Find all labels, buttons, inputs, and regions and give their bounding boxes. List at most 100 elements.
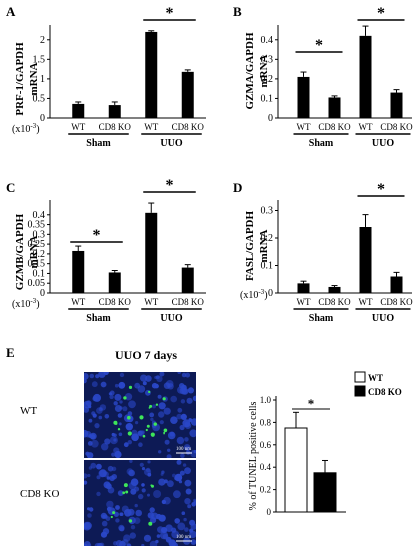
micrograph-title: UUO 7 days <box>115 348 177 362</box>
nucleus <box>171 530 180 539</box>
group-label: UUO <box>372 313 394 324</box>
category-label: WT <box>359 297 373 307</box>
category-label: WT <box>144 297 158 307</box>
nucleus <box>173 490 181 499</box>
significance-star: * <box>377 181 385 198</box>
nucleus <box>100 381 107 388</box>
nucleus <box>118 422 122 426</box>
nucleus <box>121 505 129 513</box>
nucleus <box>180 413 187 420</box>
nucleus <box>135 421 139 425</box>
group-label: Sham <box>309 138 334 149</box>
nucleus <box>127 508 135 516</box>
tunel-positive-cell <box>123 483 128 488</box>
nucleus <box>84 480 88 485</box>
nucleus <box>106 476 111 480</box>
bar <box>313 472 337 513</box>
y-tick-label: 0.4 <box>260 462 272 472</box>
tunel-positive-cell <box>155 403 159 406</box>
nucleus <box>128 400 136 409</box>
nucleus <box>156 534 161 538</box>
nucleus <box>193 450 196 454</box>
nucleus <box>157 526 164 533</box>
category-label: CD8 KO <box>318 297 351 307</box>
nucleus <box>184 437 189 442</box>
panel-a: A PRF-1/GAPDH mRNA 0 0.5 1 1.5 2 WT CD8 KO WT CD… <box>6 4 206 149</box>
category-label: CD8 KO <box>99 122 132 132</box>
nucleus <box>149 540 158 546</box>
significance-star: * <box>377 5 385 22</box>
nucleus <box>170 395 177 403</box>
nucleus <box>134 503 138 508</box>
nucleus <box>147 493 150 497</box>
y-tick-label: 2 <box>40 35 45 46</box>
nucleus <box>141 543 145 546</box>
nucleus <box>134 382 141 389</box>
nucleus <box>180 399 186 404</box>
nucleus <box>113 438 117 442</box>
nucleus <box>170 416 178 424</box>
panel-a-ylabel: PRF-1/GAPDH <box>14 42 26 116</box>
nucleus <box>119 512 124 516</box>
nucleus <box>176 436 185 445</box>
micrograph-wt: 100 nm <box>84 372 196 458</box>
tunel-positive-cell <box>142 434 146 438</box>
nucleus <box>167 383 174 390</box>
y-tick-label: 0.3 <box>261 206 274 217</box>
significance-star: * <box>166 5 174 22</box>
nucleus <box>154 383 159 389</box>
category-label: CD8 KO <box>172 122 205 132</box>
nucleus <box>126 468 134 475</box>
panel-b-letter: B <box>233 4 242 19</box>
nucleus <box>88 434 93 438</box>
nucleus <box>183 444 191 451</box>
micrograph-cd8ko-cells <box>84 460 196 546</box>
panel-d-plot: 0 0.1 0.2 0.3 WT CD8 KO WT CD8 KO Sham UUO * <box>261 181 414 324</box>
nucleus <box>105 483 112 490</box>
nucleus <box>96 475 101 480</box>
panel-c: C GZMB/GAPDH mRNA 00.050.10.150.20.250.3… <box>6 177 206 324</box>
nucleus <box>107 465 114 472</box>
nucleus <box>153 490 162 498</box>
category-label: WT <box>359 122 373 132</box>
nucleus <box>104 414 110 419</box>
nucleus <box>104 438 111 445</box>
nucleus <box>172 473 176 478</box>
nucleus <box>147 460 151 464</box>
tunel-positive-cell <box>163 428 168 433</box>
nucleus <box>90 439 99 448</box>
panel-b: B GZMA/GAPDH mRNA 0 0.1 0.2 0.3 0.4 WT CD8 KO W… <box>233 4 413 149</box>
tunel-positive-cell <box>114 422 118 425</box>
nucleus <box>119 400 123 404</box>
category-label: CD8 KO <box>380 297 413 307</box>
nucleus <box>185 488 192 495</box>
group-label: UUO <box>372 138 394 149</box>
nucleus <box>187 387 194 394</box>
nucleus <box>101 443 109 451</box>
tunel-positive-cell <box>151 484 154 488</box>
tunel-positive-cell <box>162 397 166 401</box>
panel-b-plot: 0 0.1 0.2 0.3 0.4 WT CD8 KO WT CD8 KO Sham UUO * * <box>261 5 414 149</box>
nucleus <box>96 463 102 470</box>
bar <box>359 35 372 118</box>
bar <box>390 92 403 118</box>
nucleus <box>98 372 106 378</box>
nucleus <box>169 431 175 437</box>
y-tick-label: 0.1 <box>33 268 46 279</box>
nucleus <box>84 541 91 546</box>
nucleus <box>106 500 114 509</box>
nucleus <box>85 451 90 456</box>
tunel-positive-cell <box>117 428 121 431</box>
bar <box>72 103 85 118</box>
nucleus <box>88 418 93 423</box>
panel-c-letter: C <box>6 180 15 195</box>
nucleus <box>158 450 162 454</box>
nucleus <box>157 394 162 399</box>
nucleus <box>163 496 171 505</box>
panel-e: E UUO 7 days WT CD8 KO % of TUNEL positi… <box>6 345 402 517</box>
nucleus <box>184 498 191 505</box>
nucleus <box>130 488 137 495</box>
bar <box>108 272 121 293</box>
legend-swatch <box>354 385 366 397</box>
bar <box>145 31 158 119</box>
